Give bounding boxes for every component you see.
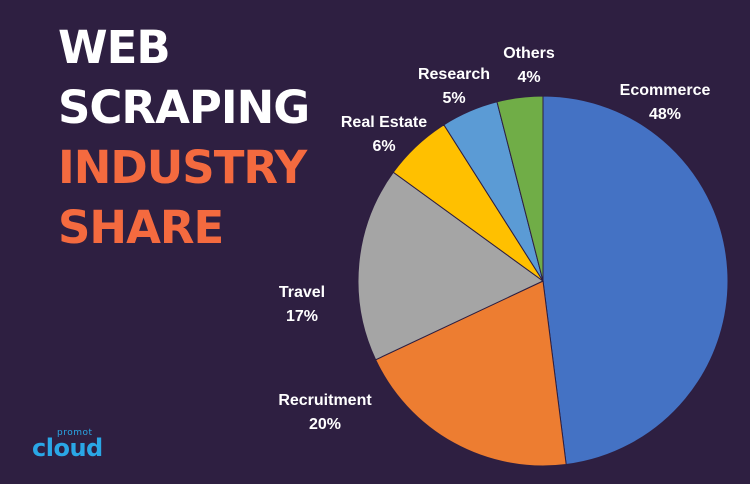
headline-line-1: WEB xyxy=(58,21,171,74)
headline-line-4: SHARE xyxy=(58,201,224,254)
slice-value-ecommerce: 48% xyxy=(649,106,681,123)
slice-value-recruitment: 20% xyxy=(309,416,341,433)
pie-slice-recruitment xyxy=(374,280,567,467)
pie-slices xyxy=(357,95,729,467)
slice-label-recruitment: Recruitment xyxy=(278,392,372,409)
slice-value-travel: 17% xyxy=(286,308,318,325)
pie-labels: Ecommerce 48% Recruitment 20% Travel 17% Real … xyxy=(278,45,710,433)
slice-value-research: 5% xyxy=(442,90,465,107)
headline-line-2: SCRAPING xyxy=(58,81,310,134)
slice-label-others: Others xyxy=(503,45,555,62)
slice-label-real-estate: Real Estate xyxy=(341,114,427,131)
slice-label-travel: Travel xyxy=(279,284,325,301)
headline: WEB SCRAPING INDUSTRY SHARE xyxy=(58,18,310,258)
pie-slice-ecommerce xyxy=(542,95,729,466)
slice-value-others: 4% xyxy=(517,69,540,86)
logo-big-text: cloud xyxy=(32,434,103,462)
slice-value-real-estate: 6% xyxy=(372,138,395,155)
logo-small-text: promot xyxy=(57,428,93,438)
pie-slice-travel xyxy=(357,171,544,361)
slice-label-ecommerce: Ecommerce xyxy=(620,82,711,99)
pie-slice-others xyxy=(496,95,544,282)
slice-label-research: Research xyxy=(418,66,490,83)
headline-line-3: INDUSTRY xyxy=(58,141,307,194)
company-logo: promot cloud xyxy=(30,428,110,468)
